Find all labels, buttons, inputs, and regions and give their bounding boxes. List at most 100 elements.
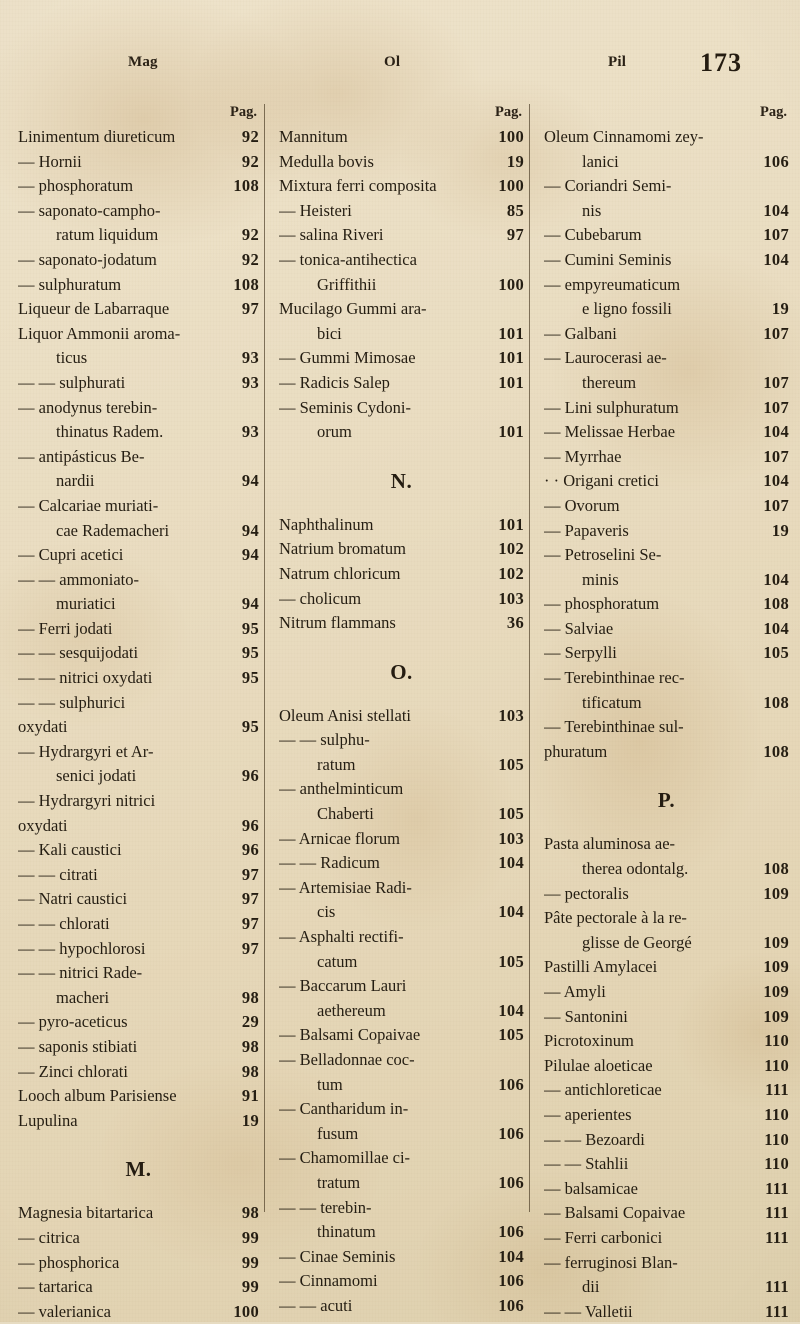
pag-caption: Pag. [495, 104, 522, 120]
index-entry-label: phuratum [544, 741, 608, 761]
index-entry-label: Chaberti [317, 804, 374, 824]
index-entry-page: 92 [241, 127, 259, 146]
index-entry: Natrum chloricum 102 [279, 562, 524, 587]
index-entry: — Chamomillae ci- [279, 1146, 524, 1171]
index-entry: thinatus Radem. 93 [18, 420, 259, 445]
index-entry: tratum 106 [279, 1171, 524, 1196]
index-entry-label: nardii [56, 471, 95, 491]
index-entry-label: — empyreumaticum [544, 274, 681, 294]
index-entry-page: 108 [233, 176, 259, 196]
index-entry: — Baccarum Lauri [279, 974, 524, 999]
index-entry: — — sulphu- [279, 728, 524, 753]
index-entry-label: Picrotoxinum [544, 1031, 634, 1051]
index-entry-label: — Laurocerasi ae- [544, 348, 667, 368]
index-entry-page: 111 [765, 1301, 789, 1321]
index-entry: Oleum Anisi stellati 103 [279, 704, 524, 729]
index-entry-label: Pilulae aloeticae [544, 1055, 653, 1075]
index-entry-label: — sulphuratum [18, 274, 122, 294]
index-entry-label: tificatum [582, 692, 642, 712]
index-entry-label: — saponato-jodatum [18, 249, 157, 269]
index-entry-label: ticus [56, 348, 88, 368]
index-entry-page: 106 [498, 1295, 524, 1315]
index-entry-label: — ferruginosi Blan- [544, 1252, 678, 1272]
index-entry-label: Natrium bromatum [279, 539, 406, 559]
index-entry: — anthelminticum [279, 777, 524, 802]
index-entry: — tartarica 99 [18, 1275, 259, 1300]
index-entry: — salina Riveri 97 [279, 223, 524, 248]
index-entry-label: — saponis stibiati [18, 1036, 138, 1056]
column-rule-2 [529, 104, 530, 1212]
index-entry: Picrotoxinum 110 [544, 1029, 789, 1054]
index-entry-label: — saponato-campho- [18, 200, 161, 220]
index-entry: Nitrum flammans 36 [279, 611, 524, 636]
page-number: 173 [700, 48, 742, 77]
index-entry-label: — balsamicae [544, 1178, 638, 1198]
index-entry-label: — — hypochlorosi [18, 938, 146, 958]
index-entry-label: — — Radicum [279, 853, 380, 873]
index-entry: Mucilago Gummi ara- [279, 297, 524, 322]
index-entry: — Cumini Seminis 104 [544, 248, 789, 273]
index-entry: Natrium bromatum 102 [279, 537, 524, 562]
index-entry-label: — Salviae [544, 618, 614, 638]
index-entry-page: 93 [241, 422, 259, 442]
index-entry-page: 95 [241, 618, 259, 638]
index-entry-page: 19 [771, 520, 789, 540]
column-rule-1 [264, 104, 265, 1212]
index-entry-page: 102 [498, 563, 524, 583]
index-entry-label: — citrica [18, 1227, 80, 1247]
index-entry-page: 97 [241, 938, 259, 958]
index-entry: — Cubebarum 107 [544, 223, 789, 248]
index-entry: e ligno fossili 19 [544, 297, 789, 322]
index-entry-page: 103 [498, 828, 524, 848]
index-entry: — Artemisiae Radi- [279, 876, 524, 901]
index-entry-label: Medulla bovis [279, 151, 374, 171]
index-entry-label: — Gummi Mimosae [279, 348, 416, 368]
index-entry: therea odontalg. 108 [544, 857, 789, 882]
index-entry-label: — antichloreticae [544, 1080, 662, 1100]
letter-heading-n: N. [390, 468, 413, 493]
index-entry-label: — Papaveris [544, 520, 629, 540]
index-entry-label: — Terebinthinae rec- [544, 668, 685, 688]
index-entry: — cholicum 103 [279, 587, 524, 612]
index-entry: ratum liquidum 92 [18, 223, 259, 248]
index-entry-label: Magnesia bitartarica [18, 1203, 154, 1223]
index-entry-label: — Hydrargyri nitrici [18, 791, 156, 811]
entry-list-1b: Magnesia bitartarica 98— citrica 99— phosp… [18, 1201, 259, 1324]
index-entry-label: — Asphalti rectifi- [279, 927, 404, 947]
index-entry: — Amyli 109 [544, 980, 789, 1005]
index-entry-page: 106 [498, 1074, 524, 1094]
index-entry: — Lini sulphuratum 107 [544, 396, 789, 421]
index-entry: — pyro-aceticus 29 [18, 1010, 259, 1035]
index-entry-label: — Hydrargyri et Ar- [18, 741, 154, 761]
entry-list-3: Oleum Cinnamomi zey-lanici 106 — Coriandri… [544, 125, 789, 764]
index-entry-page: 106 [498, 1271, 524, 1291]
index-entry-label: — — acuti [279, 1295, 353, 1315]
index-entry: muriatici 94 [18, 592, 259, 617]
index-entry: — — nitrici oxydati 95 [18, 666, 259, 691]
index-entry: — saponato-jodatum 92 [18, 248, 259, 273]
index-entry-label: — — sulphurati [18, 372, 126, 392]
running-head-right: Pil [608, 54, 627, 70]
index-entry-page: 95 [241, 643, 259, 663]
index-entry: tum 106 [279, 1073, 524, 1098]
index-entry-page: 110 [764, 1154, 789, 1174]
index-entry-page: 106 [498, 1222, 524, 1242]
index-entry-label: — Kali caustici [18, 840, 122, 860]
index-entry: — Arnicae florum 103 [279, 827, 524, 852]
index-entry: Liqueur de Labarraque 97 [18, 297, 259, 322]
letter-heading-m: M. [125, 1157, 152, 1182]
index-entry-page: 105 [498, 754, 524, 774]
index-entry-label: tratum [317, 1172, 361, 1192]
index-entry-label: orum [317, 422, 352, 442]
index-entry-page: 94 [241, 594, 259, 614]
index-entry-label: — Petroselini Se- [544, 545, 662, 565]
index-entry-label: — Ferri jodati [18, 618, 113, 638]
index-entry: thinatum 106 [279, 1220, 524, 1245]
index-entry: tificatum 108 [544, 691, 789, 716]
index-entry-label: cis [317, 902, 336, 922]
index-entry-page: 108 [763, 741, 789, 761]
index-entry: — Calcariae muriati- [18, 494, 259, 519]
index-entry-label: — Melissae Herbae [544, 422, 676, 442]
index-entry: Mannitum 100 [279, 125, 524, 150]
index-entry: bici 101 [279, 322, 524, 347]
